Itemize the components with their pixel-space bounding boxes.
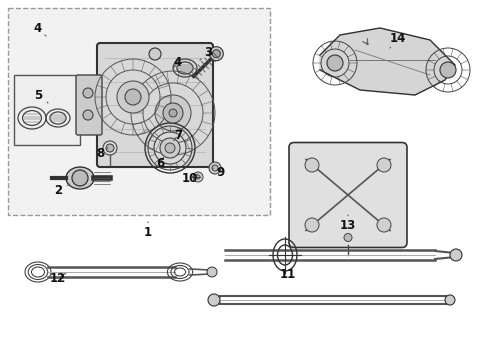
Circle shape (117, 81, 149, 113)
Circle shape (440, 62, 456, 78)
FancyBboxPatch shape (76, 75, 102, 135)
Circle shape (305, 158, 319, 172)
Text: 7: 7 (173, 129, 182, 141)
Circle shape (196, 175, 200, 179)
Text: 14: 14 (390, 32, 406, 48)
Circle shape (208, 294, 220, 306)
Circle shape (72, 170, 88, 186)
Ellipse shape (66, 167, 94, 189)
Text: 5: 5 (34, 89, 48, 103)
Circle shape (169, 109, 177, 117)
FancyBboxPatch shape (97, 43, 213, 167)
Circle shape (83, 110, 93, 120)
Text: 13: 13 (340, 215, 356, 231)
Text: 8: 8 (96, 147, 108, 159)
Circle shape (209, 162, 221, 174)
Text: 9: 9 (212, 166, 224, 179)
Circle shape (377, 158, 391, 172)
Circle shape (344, 234, 352, 242)
Circle shape (125, 89, 141, 105)
Circle shape (207, 267, 217, 277)
Circle shape (450, 249, 462, 261)
Bar (8, 8, 270, 215)
Circle shape (160, 138, 180, 158)
FancyBboxPatch shape (289, 143, 407, 248)
Text: 1: 1 (144, 222, 152, 239)
Circle shape (83, 88, 93, 98)
Circle shape (377, 218, 391, 232)
Polygon shape (320, 28, 455, 95)
Bar (14, 75, 80, 145)
Circle shape (163, 103, 183, 123)
Circle shape (327, 55, 343, 71)
Text: 12: 12 (50, 271, 66, 284)
Text: 3: 3 (200, 45, 212, 60)
Circle shape (212, 165, 218, 171)
Circle shape (445, 295, 455, 305)
Text: 2: 2 (54, 184, 70, 197)
Text: 10: 10 (182, 171, 198, 185)
Circle shape (103, 141, 117, 155)
Text: 6: 6 (156, 157, 164, 170)
Circle shape (193, 172, 203, 182)
Circle shape (165, 143, 175, 153)
Circle shape (212, 50, 220, 58)
Circle shape (305, 218, 319, 232)
Text: 11: 11 (280, 265, 296, 282)
Circle shape (106, 144, 114, 152)
Circle shape (155, 95, 191, 131)
Circle shape (149, 48, 161, 60)
Text: 4: 4 (173, 55, 182, 68)
Text: 4: 4 (34, 22, 46, 36)
Circle shape (209, 47, 223, 61)
